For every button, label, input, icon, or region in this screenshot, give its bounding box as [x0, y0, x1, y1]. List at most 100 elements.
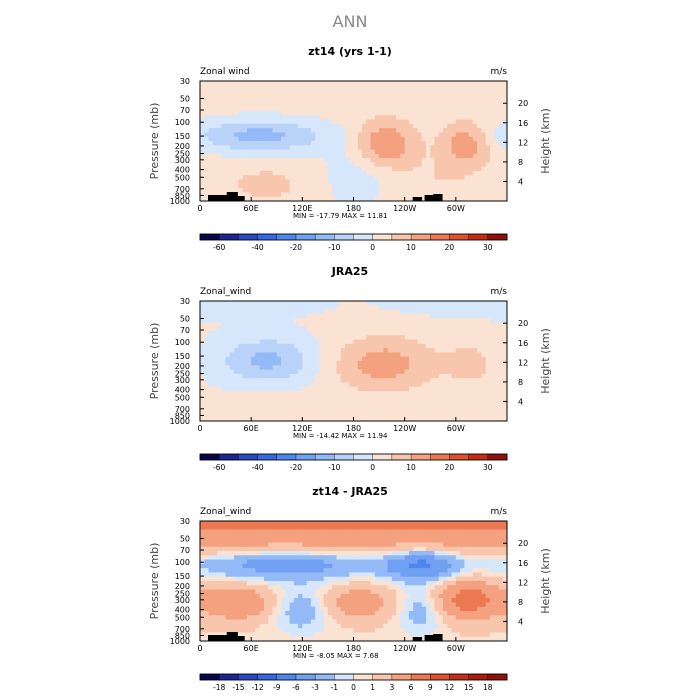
contour-cell — [238, 171, 244, 176]
y-tick-label: 50 — [180, 314, 190, 323]
contour-cell — [221, 123, 226, 129]
contour-cell — [468, 158, 474, 163]
contour-cell — [349, 89, 354, 95]
contour-cell — [251, 378, 256, 383]
contour-cell — [404, 408, 410, 413]
contour-cell — [434, 89, 440, 95]
contour-cell — [464, 326, 470, 332]
contour-cell — [396, 175, 401, 180]
contour-cell — [468, 145, 474, 150]
contour-cell — [298, 331, 303, 336]
contour-cell — [362, 395, 367, 400]
contour-cell — [425, 305, 431, 310]
contour-cell — [383, 149, 389, 155]
contour-cell — [485, 106, 491, 112]
contour-cell — [498, 106, 504, 112]
contour-cell — [464, 81, 470, 86]
contour-cell — [489, 416, 495, 422]
contour-cell — [481, 403, 487, 409]
contour-cell — [485, 521, 491, 526]
contour-cell — [268, 158, 273, 163]
contour-cell — [327, 149, 333, 155]
contour-cell — [310, 141, 316, 146]
contour-cell — [396, 533, 401, 539]
contour-cell — [302, 322, 307, 328]
contour-cell — [204, 171, 209, 176]
contour-cell — [208, 386, 214, 392]
contour-cell — [310, 153, 316, 159]
contour-cell — [310, 542, 316, 548]
contour-cell — [438, 538, 444, 543]
contour-cell — [430, 369, 435, 375]
contour-cell — [408, 335, 414, 340]
contour-cell — [468, 318, 474, 323]
contour-cell — [400, 102, 406, 108]
contour-cell — [242, 412, 248, 418]
contour-cell — [336, 98, 342, 103]
contour-cell — [255, 196, 261, 202]
contour-cell — [289, 309, 295, 315]
contour-cell — [268, 352, 273, 358]
contour-cell — [455, 373, 461, 379]
contour-cell — [357, 529, 363, 535]
contour-cell — [468, 529, 474, 535]
contour-cell — [246, 331, 252, 336]
contour-cell — [404, 111, 410, 116]
contour-cell — [417, 369, 423, 375]
contour-cell — [485, 542, 491, 548]
contour-cell — [336, 93, 342, 99]
contour-cell — [481, 343, 487, 349]
contour-cell — [396, 196, 401, 202]
contour-cell — [200, 555, 205, 560]
contour-cell — [323, 348, 329, 353]
contour-cell — [336, 158, 342, 163]
contour-cell — [485, 322, 491, 328]
contour-cell — [276, 339, 282, 345]
contour-cell — [234, 136, 239, 142]
contour-cell — [263, 533, 269, 539]
contour-cell — [276, 123, 282, 129]
contour-cell — [451, 171, 457, 176]
contour-cell — [276, 149, 282, 155]
contour-cell — [472, 141, 478, 146]
contour-cell — [443, 416, 448, 422]
contour-cell — [293, 563, 299, 569]
contour-cell — [472, 538, 478, 543]
contour-cell — [353, 162, 359, 168]
contour-cell — [200, 399, 205, 405]
contour-cell — [251, 141, 256, 146]
contour-cell — [404, 542, 410, 548]
contour-cell — [276, 115, 282, 120]
contour-cell — [263, 123, 269, 129]
contour-cell — [460, 386, 465, 392]
contour-cell — [251, 386, 256, 392]
contour-cell — [485, 382, 491, 388]
contour-cell — [443, 361, 448, 366]
contour-cell — [336, 183, 342, 189]
contour-cell — [298, 153, 303, 159]
contour-cell — [225, 412, 231, 418]
contour-cell — [451, 399, 457, 405]
contour-cell — [302, 313, 307, 319]
contour-cell — [319, 149, 325, 155]
contour-cell — [242, 369, 248, 375]
contour-cell — [408, 365, 414, 370]
contour-cell — [404, 348, 410, 353]
contour-cell — [477, 391, 482, 396]
contour-cell — [362, 153, 367, 159]
contour-cell — [417, 386, 423, 392]
contour-cell — [494, 399, 499, 405]
contour-cell — [374, 162, 380, 168]
contour-cell — [327, 322, 333, 328]
contour-cell — [396, 546, 401, 552]
contour-cell — [344, 525, 350, 530]
contour-cell — [204, 106, 209, 112]
contour-cell — [217, 361, 222, 366]
contour-cell — [413, 313, 418, 319]
contour-cell — [425, 525, 431, 530]
contour-cell — [268, 81, 273, 86]
contour-cell — [362, 533, 367, 539]
contour-cell — [238, 365, 244, 370]
contour-cell — [400, 81, 406, 86]
contour-cell — [344, 412, 350, 418]
